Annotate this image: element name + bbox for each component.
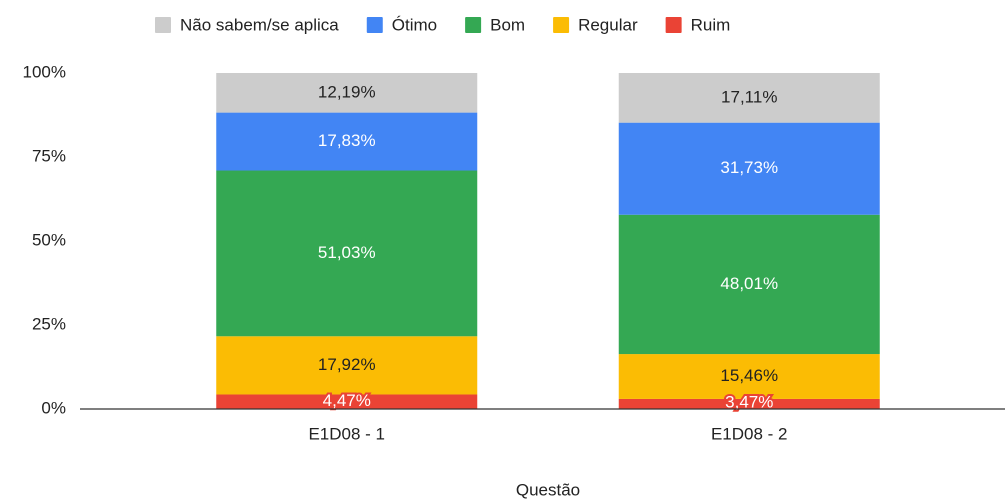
data-label: 31,73% <box>720 158 778 177</box>
legend-swatch <box>665 17 682 33</box>
data-label: 17,83% <box>318 131 376 150</box>
data-label: 15,46% <box>720 366 778 385</box>
bar-segment <box>618 122 880 215</box>
y-tick-label: 100% <box>23 62 66 81</box>
bar-segment <box>618 214 880 355</box>
legend-swatch <box>553 17 570 33</box>
y-tick-label: 50% <box>32 230 66 249</box>
bar-segment <box>618 398 880 409</box>
data-label: 48,01% <box>720 274 778 293</box>
legend-label: Ótimo <box>392 15 437 34</box>
data-label: 12,19% <box>318 82 376 101</box>
y-tick-label: 75% <box>32 146 66 165</box>
x-axis-title: Questão <box>516 480 580 499</box>
bar-segment <box>216 112 478 171</box>
bar-segment <box>216 336 478 395</box>
legend-label: Não sabem/se aplica <box>180 15 339 34</box>
y-tick-label: 25% <box>32 314 66 333</box>
x-tick-label: E1D08 - 1 <box>308 424 385 443</box>
bar-segment <box>618 73 880 123</box>
data-label: 3,47% <box>725 392 773 411</box>
bar-segment <box>216 170 478 337</box>
legend-swatch <box>366 17 383 33</box>
y-tick-label: 0% <box>41 398 66 417</box>
legend-label: Bom <box>490 15 525 34</box>
data-label: 51,03% <box>318 243 376 262</box>
bar-segment <box>618 354 880 399</box>
bar-segment <box>216 394 478 409</box>
legend-label: Regular <box>578 15 638 34</box>
legend-swatch <box>465 17 482 33</box>
data-label: 4,47% <box>323 391 371 410</box>
legend-swatch <box>155 17 171 33</box>
bar-segment <box>216 73 478 113</box>
data-label: 17,11% <box>721 87 777 106</box>
data-label: 17,92% <box>318 355 376 374</box>
x-tick-label: E1D08 - 2 <box>711 424 788 443</box>
legend-label: Ruim <box>691 15 731 34</box>
